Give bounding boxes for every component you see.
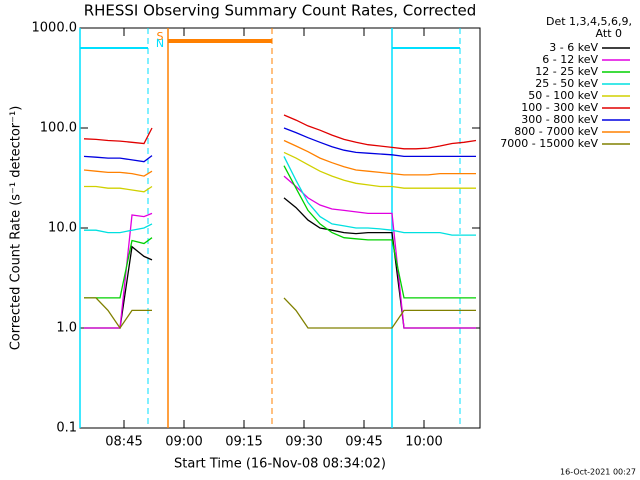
legend-title: Det 1,3,4,5,6,9,: [546, 15, 632, 28]
legend-label: 6 - 12 keV: [542, 53, 598, 66]
legend-label: 3 - 6 keV: [549, 41, 598, 54]
y-tick-label: 0.1: [56, 421, 77, 436]
x-tick-label: 08:45: [105, 435, 142, 450]
x-tick-label: 10:00: [405, 435, 442, 450]
series-line: [84, 156, 476, 236]
x-tick-label: 09:30: [285, 435, 322, 450]
series-line: [83, 127, 476, 163]
chart-title: RHESSI Observing Summary Count Rates, Co…: [84, 2, 477, 20]
y-tick-label: 10.0: [48, 221, 77, 236]
y-tick-label: 100.0: [40, 121, 77, 136]
y-tick-label: 1.0: [56, 321, 77, 336]
legend-label: 7000 - 15000 keV: [500, 137, 598, 150]
legend-label: 50 - 100 keV: [528, 89, 598, 102]
flag-label: N: [156, 37, 164, 50]
x-tick-label: 09:15: [225, 435, 262, 450]
y-axis-label: Corrected Count Rate (s⁻¹ detector⁻¹): [9, 106, 24, 351]
legend-label: 12 - 25 keV: [535, 65, 598, 78]
x-axis-label: Start Time (16-Nov-08 08:34:02): [174, 457, 386, 472]
legend-label: 100 - 300 keV: [521, 101, 598, 114]
series-line: [84, 297, 476, 330]
y-tick-label: 1000.0: [32, 21, 78, 36]
footer: 16-Oct-2021 00:27: [560, 468, 636, 477]
x-tick-label: 09:00: [165, 435, 202, 450]
legend-label: 300 - 800 keV: [521, 113, 598, 126]
flag-label: S: [157, 30, 164, 43]
legend-title: Att 0: [596, 27, 622, 40]
x-tick-label: 09:45: [345, 435, 382, 450]
series-line: [83, 139, 476, 177]
legend-label: 25 - 50 keV: [535, 77, 598, 90]
series-line: [84, 151, 476, 193]
series-line: [83, 114, 477, 150]
legend-label: 800 - 7000 keV: [514, 125, 598, 138]
